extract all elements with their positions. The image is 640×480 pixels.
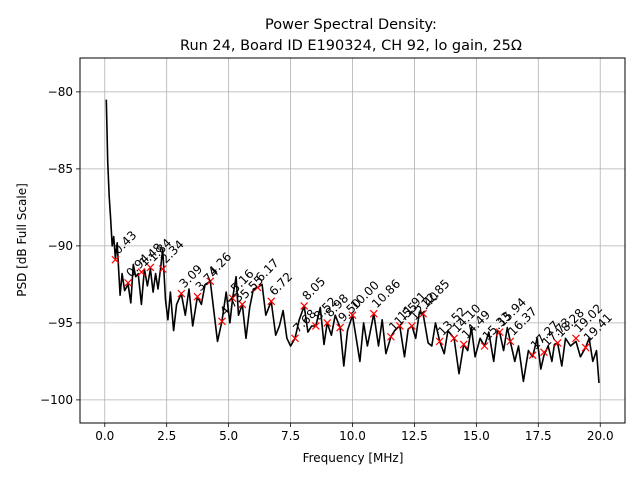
peak-marker-stroke	[300, 302, 309, 310]
peak-marker-stroke	[419, 309, 428, 318]
peak-marker-stroke	[253, 283, 262, 292]
peak-marker	[419, 309, 428, 318]
peak-marker	[253, 283, 262, 292]
peak-label: 0.43	[111, 228, 140, 257]
x-tick-label: 2.5	[157, 429, 176, 443]
peak-marker-stroke	[369, 309, 378, 318]
peak-marker-stroke	[146, 263, 155, 272]
peak-marker	[540, 348, 548, 357]
peak-marker	[495, 328, 504, 337]
plot-frame	[79, 57, 626, 424]
peak-marker	[369, 309, 378, 318]
x-tick-label: 12.5	[401, 429, 428, 443]
peak-marker	[581, 343, 590, 352]
peak-marker	[300, 302, 309, 310]
peak-marker	[450, 334, 458, 343]
peak-marker	[267, 297, 276, 306]
peak-marker-stroke	[450, 334, 458, 343]
peak-marker-stroke	[291, 334, 299, 343]
peak-marker	[480, 342, 489, 350]
peak-marker	[459, 340, 468, 349]
peak-marker	[177, 289, 186, 298]
psd-line	[105, 99, 600, 384]
peak-marker-stroke	[581, 343, 590, 352]
peak-marker-stroke	[528, 351, 537, 360]
peak-marker	[193, 292, 202, 301]
peak-marker	[146, 263, 155, 272]
peak-marker-stroke	[267, 297, 276, 306]
peak-marker-stroke	[336, 323, 345, 332]
peak-marker	[408, 322, 416, 330]
x-tick-label: 15.0	[463, 429, 490, 443]
peak-marker-stroke	[323, 318, 332, 327]
peak-marker-stroke	[311, 322, 320, 330]
peak-marker-stroke	[348, 311, 357, 320]
peak-marker	[323, 318, 332, 327]
peak-marker	[124, 278, 132, 287]
y-tick-label: −95	[48, 316, 73, 330]
peak-marker	[206, 277, 215, 286]
peak-marker-stroke	[506, 337, 515, 346]
peak-marker	[348, 311, 357, 320]
y-tick-label: −80	[48, 85, 73, 99]
peak-marker-stroke	[495, 328, 504, 337]
peak-marker-stroke	[218, 317, 226, 326]
peak-marker	[336, 323, 345, 332]
peak-marker-stroke	[137, 268, 146, 276]
x-axis-ticks: 0.0 2.5 5.0 7.5 10.0 12.5 15.0 17.5 20.0	[95, 423, 614, 443]
peak-marker	[238, 300, 247, 309]
peak-marker-stroke	[158, 265, 167, 273]
grid	[80, 58, 625, 423]
x-tick-label: 10.0	[339, 429, 366, 443]
peak-markers	[111, 255, 590, 360]
peak-marker-stroke	[238, 300, 247, 309]
x-tick-label: 0.0	[95, 429, 114, 443]
y-axis-ticks: −100 −95 −90 −85 −80	[40, 85, 80, 407]
peak-marker-stroke	[408, 322, 416, 330]
peak-marker-stroke	[111, 255, 120, 264]
peak-marker-stroke	[395, 322, 404, 330]
peak-marker	[506, 337, 515, 346]
peak-marker-stroke	[386, 332, 395, 341]
peak-marker-stroke	[124, 278, 132, 287]
peak-marker-stroke	[572, 334, 580, 343]
peak-marker	[395, 322, 404, 330]
x-tick-label: 20.0	[587, 429, 614, 443]
peak-marker	[228, 294, 237, 303]
peak-marker	[386, 332, 395, 341]
peak-marker	[435, 337, 444, 346]
peak-marker-stroke	[540, 348, 548, 357]
peak-marker	[553, 338, 562, 347]
chart-title-line1: Power Spectral Density:	[265, 17, 437, 33]
peak-marker-stroke	[435, 337, 444, 346]
peak-marker	[111, 255, 120, 264]
x-axis-label: Frequency [MHz]	[303, 451, 404, 465]
peak-marker	[311, 322, 320, 330]
peak-marker-stroke	[228, 294, 237, 303]
chart-title-line2: Run 24, Board ID E190324, CH 92, lo gain…	[180, 38, 522, 54]
peak-marker-stroke	[206, 277, 215, 286]
peak-marker-stroke	[480, 342, 489, 350]
x-tick-label: 7.5	[281, 429, 300, 443]
peak-marker	[572, 334, 580, 343]
peak-marker	[528, 351, 537, 360]
x-tick-label: 5.0	[219, 429, 238, 443]
peak-marker	[291, 334, 299, 343]
peak-marker-stroke	[177, 289, 186, 298]
psd-series	[105, 99, 600, 384]
peak-marker-stroke	[553, 338, 562, 347]
peak-marker-stroke	[193, 292, 202, 301]
y-axis-label: PSD [dB Full Scale]	[15, 183, 29, 297]
peak-marker	[137, 268, 146, 276]
x-tick-label: 17.5	[525, 429, 552, 443]
y-tick-label: −85	[48, 162, 73, 176]
peak-label: 8.05	[299, 274, 328, 303]
peak-marker	[158, 265, 167, 273]
y-tick-label: −100	[40, 393, 73, 407]
peak-marker-stroke	[459, 340, 468, 349]
peak-marker	[218, 317, 226, 326]
y-tick-label: −90	[48, 239, 73, 253]
